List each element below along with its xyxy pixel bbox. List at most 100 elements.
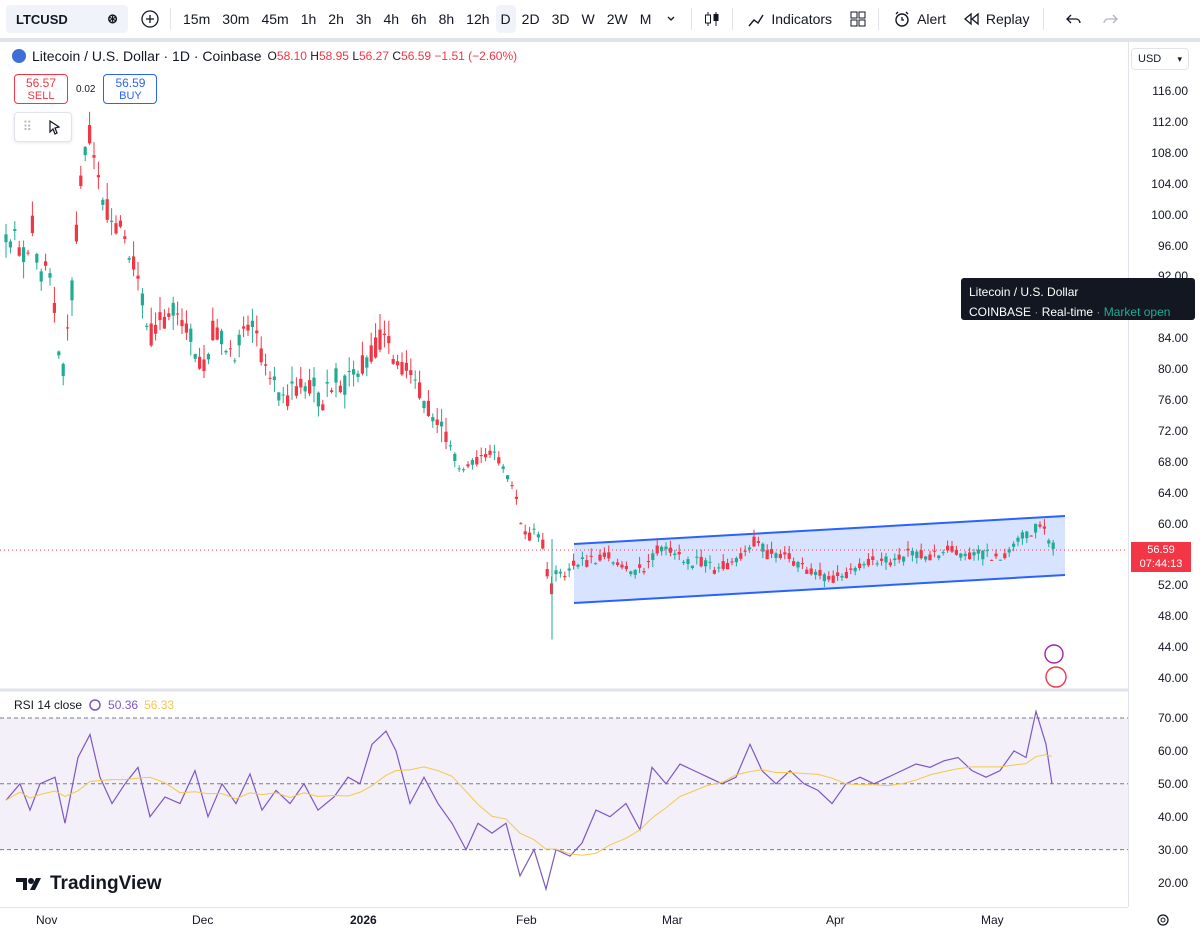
candle-body <box>950 546 954 552</box>
candle-body <box>374 337 378 358</box>
buy-price: 56.59 <box>115 76 146 90</box>
candle-body <box>347 370 351 373</box>
candle-body <box>624 565 628 570</box>
candle-body <box>792 561 796 566</box>
open-value: 58.10 <box>276 49 307 63</box>
candle-body <box>1025 531 1029 539</box>
time-axis[interactable]: Nov Dec 2026 Feb Mar Apr May <box>0 907 1169 933</box>
symbol-search[interactable]: LTCUSD ⊛ <box>6 5 128 33</box>
candle-body <box>338 385 342 393</box>
candle-body <box>462 469 466 471</box>
sell-button[interactable]: 56.57 SELL <box>14 74 68 104</box>
symbol-compare-icon[interactable]: ⊛ <box>107 11 118 26</box>
timeframe-12h[interactable]: 12h <box>466 11 490 27</box>
price-tick: 100.00 <box>1151 207 1188 222</box>
candle-body <box>677 551 681 555</box>
candle-body <box>682 561 686 563</box>
candle-body <box>827 576 831 580</box>
layout-grid-icon[interactable] <box>844 5 872 33</box>
price-tick: 60.00 <box>1157 516 1188 531</box>
candle-body <box>448 445 452 447</box>
drag-handle-icon[interactable]: ⠿ <box>22 119 33 134</box>
candle-body <box>484 454 488 458</box>
price-axis[interactable]: 116.00 112.00 108.00 104.00 100.00 96.00 92.00… <box>1128 42 1200 907</box>
candle-body <box>910 550 914 556</box>
candle-body <box>853 568 857 572</box>
candle-body <box>343 375 347 395</box>
add-symbol-icon[interactable] <box>136 5 164 33</box>
timeframe-1h[interactable]: 1h <box>300 11 317 27</box>
timeframe-15m[interactable]: 15m <box>183 11 211 27</box>
price-tick: 104.00 <box>1151 176 1188 191</box>
candle-body <box>946 545 950 551</box>
timeframe-2w[interactable]: 2W <box>606 11 628 27</box>
candle-body <box>660 546 664 552</box>
candle-body <box>158 312 162 321</box>
candle-body <box>541 539 545 549</box>
settings-gear-icon[interactable] <box>1155 912 1171 928</box>
candle-body <box>1038 524 1042 527</box>
candles-style-icon[interactable] <box>698 5 726 33</box>
timeframe-4h[interactable]: 4h <box>383 11 400 27</box>
candle-body <box>409 370 413 376</box>
timeframe-m[interactable]: M <box>639 11 652 27</box>
timeframe-2h[interactable]: 2h <box>328 11 344 27</box>
candle-body <box>915 551 919 559</box>
candle-body <box>118 220 122 227</box>
candle-body <box>576 564 580 567</box>
toolbar-divider <box>732 8 734 30</box>
time-tick: Apr <box>826 913 845 927</box>
candle-body <box>985 550 989 552</box>
candle-body <box>308 380 312 394</box>
candle-body <box>528 532 532 541</box>
cursor-arrow-icon[interactable] <box>47 119 63 135</box>
candle-body <box>184 323 188 333</box>
candle-body <box>638 564 642 568</box>
timeframe-45m[interactable]: 45m <box>261 11 289 27</box>
candle-body <box>303 386 307 392</box>
indicators-button[interactable]: Indicators <box>739 10 840 28</box>
timeframe-8h[interactable]: 8h <box>438 11 455 27</box>
candle-body <box>501 466 505 469</box>
candle-body <box>998 559 1002 561</box>
buy-button[interactable]: 56.59 BUY <box>103 74 158 104</box>
candle-body <box>902 556 906 562</box>
candle-body <box>83 146 87 156</box>
replay-button[interactable]: Replay <box>954 10 1038 28</box>
candle-body <box>48 273 52 278</box>
currency-select[interactable]: USD ▾ <box>1131 48 1189 70</box>
candle-body <box>44 261 48 266</box>
candle-body <box>127 258 131 260</box>
candle-body <box>272 376 276 381</box>
alert-button[interactable]: Alert <box>885 10 954 28</box>
timeframe-d[interactable]: D <box>495 5 516 33</box>
candle-body <box>1051 542 1055 549</box>
chevron-down-icon[interactable] <box>657 5 685 33</box>
candle-body <box>629 571 633 575</box>
undo-icon[interactable] <box>1060 5 1088 33</box>
redo-icon[interactable] <box>1096 5 1124 33</box>
candle-body <box>954 549 958 555</box>
timeframe-3h[interactable]: 3h <box>355 11 372 27</box>
price-tick: 64.00 <box>1157 485 1188 500</box>
chart-pane[interactable] <box>0 42 1200 933</box>
alert-label: Alert <box>917 11 946 27</box>
timeframe-2d[interactable]: 2D <box>521 11 540 27</box>
refresh-icon[interactable] <box>88 698 102 712</box>
candle-body <box>506 475 510 480</box>
tooltip-market: Market open <box>1103 305 1171 319</box>
tooltip-title: Litecoin / U.S. Dollar <box>969 285 1079 299</box>
candle-body <box>893 558 897 561</box>
timeframe-3d[interactable]: 3D <box>551 11 570 27</box>
candle-body <box>453 453 457 461</box>
candle-body <box>580 557 584 560</box>
candle-body <box>57 351 61 356</box>
timeframe-30m[interactable]: 30m <box>222 11 250 27</box>
timeframe-w[interactable]: W <box>581 11 595 27</box>
timeframe-6h[interactable]: 6h <box>411 11 427 27</box>
candle-body <box>739 553 743 559</box>
candle-body <box>171 302 175 316</box>
candle-body <box>52 302 56 313</box>
price-chart[interactable] <box>0 42 1128 907</box>
candle-body <box>532 528 536 530</box>
